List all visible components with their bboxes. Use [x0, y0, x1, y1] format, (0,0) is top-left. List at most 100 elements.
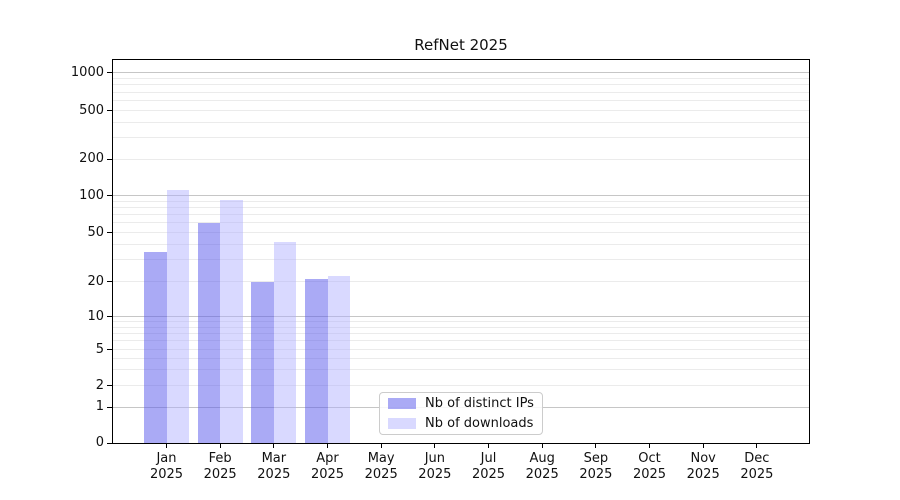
- y-tick-mark: [107, 316, 112, 317]
- gridline-minor: [113, 110, 809, 111]
- legend: Nb of distinct IPs Nb of downloads: [379, 392, 543, 435]
- x-tick-month: Feb: [208, 451, 232, 466]
- gridline-minor: [113, 340, 809, 342]
- x-tick-month: Dec: [744, 451, 770, 466]
- legend-item: Nb of distinct IPs: [380, 395, 542, 413]
- y-tick-mark: [107, 406, 112, 408]
- bar-nb-of-distinct-ips: [144, 251, 167, 443]
- x-tick-mark: [756, 444, 758, 448]
- legend-swatch-downloads: [388, 418, 416, 429]
- x-tick-month: Sep: [583, 451, 609, 466]
- x-tick-month: Mar: [261, 451, 287, 466]
- x-tick-month: May: [367, 451, 395, 466]
- y-tick-mark: [107, 385, 112, 386]
- y-tick-label: 0: [95, 435, 104, 450]
- x-tick-label: Aug 2025: [512, 451, 572, 483]
- x-tick-month: Jun: [424, 451, 445, 466]
- gridline-minor: [113, 369, 809, 371]
- y-tick-mark: [107, 110, 112, 111]
- x-tick-mark: [327, 444, 328, 448]
- x-tick-year: 2025: [418, 467, 452, 482]
- y-tick-label: 5: [95, 341, 104, 357]
- gridline-minor: [113, 332, 809, 334]
- gridline-minor: [113, 200, 809, 202]
- gridline-minor: [113, 77, 809, 79]
- x-tick-label: Apr 2025: [298, 451, 358, 483]
- gridline-minor: [113, 357, 809, 359]
- x-tick-month: Nov: [690, 451, 716, 466]
- bar-nb-of-distinct-ips: [197, 222, 221, 443]
- bar-nb-of-downloads: [166, 190, 189, 443]
- y-tick-mark: [107, 349, 112, 350]
- legend-label: Nb of distinct IPs: [425, 396, 534, 411]
- x-tick-label: Jul 2025: [459, 451, 519, 483]
- x-tick-mark: [434, 444, 436, 448]
- x-tick-month: Jul: [480, 451, 497, 466]
- x-tick-year: 2025: [310, 467, 345, 482]
- gridline-minor: [113, 158, 809, 160]
- gridline-minor: [113, 222, 809, 224]
- x-tick-year: 2025: [686, 467, 720, 482]
- x-tick-month: Aug: [529, 451, 555, 466]
- gridline-minor: [113, 214, 809, 216]
- x-tick-year: 2025: [525, 467, 559, 482]
- gridline-minor: [113, 385, 809, 386]
- x-tick-year: 2025: [257, 467, 291, 482]
- x-tick-mark: [219, 444, 221, 448]
- y-tick-mark: [107, 281, 112, 282]
- y-tick-label: 500: [79, 102, 104, 118]
- x-tick-mark: [595, 444, 597, 448]
- x-tick-label: May 2025: [351, 451, 411, 483]
- x-tick-mark: [488, 444, 490, 448]
- gridline-minor: [113, 206, 809, 208]
- bar-nb-of-distinct-ips: [305, 278, 328, 443]
- x-tick-label: Mar 2025: [244, 451, 304, 483]
- legend-swatch-distinct-ips: [388, 398, 416, 409]
- gridline-minor: [113, 243, 809, 245]
- gridline-minor: [113, 121, 809, 123]
- gridline-minor: [113, 326, 809, 328]
- x-tick-year: 2025: [740, 467, 774, 482]
- x-tick-year: 2025: [364, 467, 398, 482]
- bar-nb-of-distinct-ips: [251, 281, 274, 443]
- gridline-minor: [113, 232, 809, 233]
- y-tick-mark: [107, 72, 112, 73]
- x-tick-label: Sep 2025: [566, 451, 626, 483]
- x-tick-label: Nov 2025: [673, 451, 733, 483]
- gridline-minor: [113, 349, 809, 350]
- x-tick-mark: [649, 444, 651, 448]
- x-tick-mark: [702, 444, 704, 448]
- gridline-minor: [113, 281, 809, 282]
- y-tick-label: 50: [87, 224, 104, 240]
- gridline-minor: [113, 100, 809, 101]
- x-tick-mark: [541, 444, 543, 448]
- x-tick-year: 2025: [632, 467, 667, 482]
- gridline-major: [113, 316, 809, 317]
- x-tick-mark: [166, 444, 167, 448]
- x-tick-mark: [273, 444, 275, 448]
- x-tick-year: 2025: [471, 467, 506, 482]
- gridline-major: [113, 195, 809, 196]
- y-tick-label: 2: [95, 377, 104, 393]
- x-tick-year: 2025: [579, 467, 613, 482]
- y-tick-label: 1: [95, 399, 104, 414]
- chart-title: RefNet 2025: [414, 36, 508, 54]
- y-tick-mark: [107, 158, 112, 160]
- y-tick-label: 1000: [70, 64, 104, 80]
- gridline-minor: [113, 84, 809, 86]
- x-tick-label: Oct 2025: [620, 451, 680, 483]
- gridline-minor: [113, 91, 809, 93]
- gridline-minor: [113, 259, 809, 261]
- bar-nb-of-downloads: [327, 276, 350, 443]
- x-tick-year: 2025: [149, 467, 184, 482]
- gridline-minor: [113, 321, 809, 323]
- x-tick-month: Jan: [156, 451, 177, 466]
- y-tick-label: 100: [79, 187, 104, 203]
- x-tick-label: Jun 2025: [405, 451, 465, 483]
- gridline-minor: [113, 137, 809, 139]
- x-tick-mark: [380, 444, 382, 448]
- x-tick-label: Jan 2025: [137, 451, 197, 483]
- x-tick-month: Apr: [316, 451, 339, 466]
- gridline-major: [113, 72, 809, 73]
